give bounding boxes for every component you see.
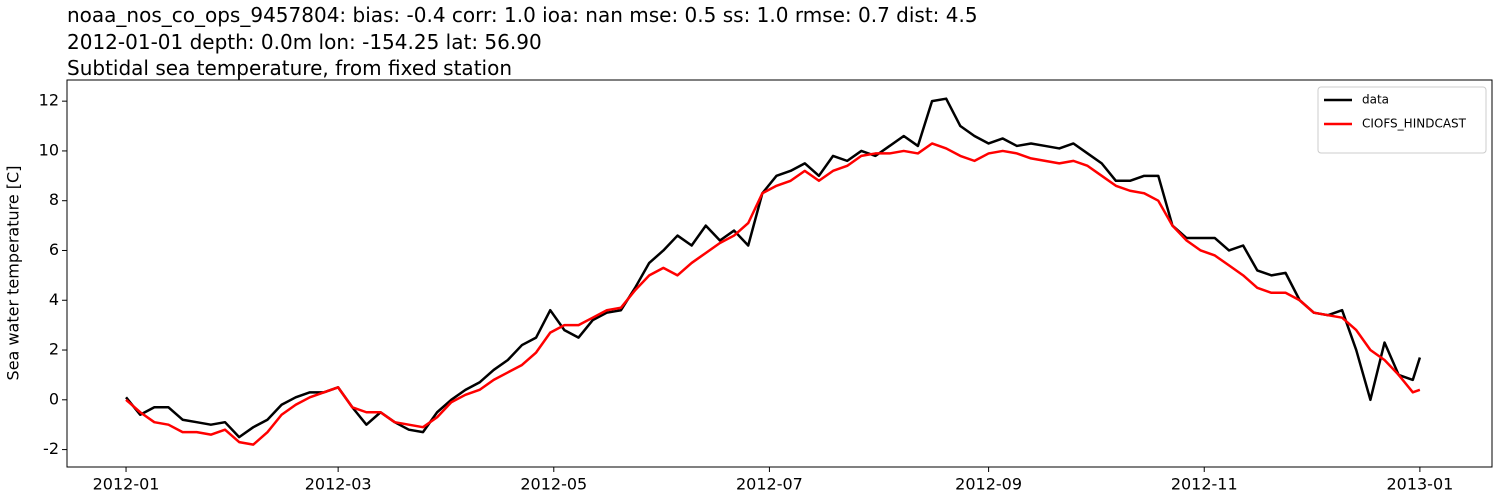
title-line: noaa_nos_co_ops_9457804: bias: -0.4 corr… — [67, 3, 978, 27]
title-line: Subtidal sea temperature, from fixed sta… — [67, 56, 512, 80]
legend-label: data — [1362, 93, 1389, 107]
plot-frame — [66, 79, 1493, 468]
y-tick-label: -2 — [43, 439, 59, 458]
y-tick-label: 10 — [39, 140, 59, 159]
y-tick-label: 0 — [49, 389, 59, 408]
legend-label: CIOFS_HINDCAST — [1362, 117, 1467, 131]
y-axis-label: Sea water temperature [C] — [4, 166, 23, 381]
x-tick-label: 2012-01 — [93, 475, 160, 494]
series-line — [125, 97, 1422, 439]
y-tick-label: 4 — [49, 290, 59, 309]
x-tick-label: 2012-05 — [520, 475, 587, 494]
y-tick-label: 8 — [49, 190, 59, 209]
x-tick-label: 2013-01 — [1386, 475, 1453, 494]
series-line — [125, 142, 1421, 446]
y-tick-label: 6 — [49, 240, 59, 259]
x-tick-label: 2012-07 — [736, 475, 803, 494]
y-tick-label: 2 — [49, 340, 59, 359]
title-line: 2012-01-01 depth: 0.0m lon: -154.25 lat:… — [67, 30, 542, 54]
legend-box — [1317, 86, 1487, 154]
x-tick-label: 2012-11 — [1171, 475, 1238, 494]
x-tick-label: 2012-09 — [955, 475, 1022, 494]
y-tick-label: 12 — [39, 91, 59, 110]
x-tick-label: 2012-03 — [305, 475, 372, 494]
